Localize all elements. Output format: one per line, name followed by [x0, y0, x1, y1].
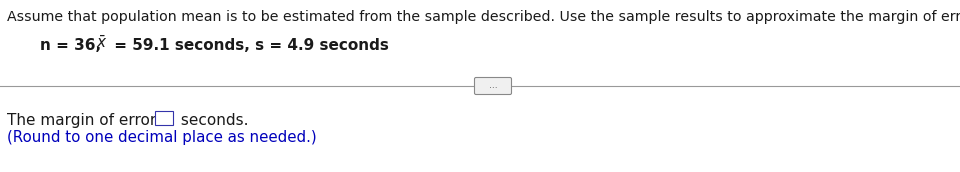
Text: Assume that population mean is to be estimated from the sample described. Use th: Assume that population mean is to be est… [7, 10, 960, 24]
Text: n = 36,: n = 36, [40, 38, 107, 53]
Text: (Round to one decimal place as needed.): (Round to one decimal place as needed.) [7, 130, 317, 145]
Text: = 59.1 seconds, s = 4.9 seconds: = 59.1 seconds, s = 4.9 seconds [109, 38, 389, 53]
Text: ...: ... [489, 82, 497, 90]
FancyBboxPatch shape [155, 111, 173, 125]
FancyBboxPatch shape [474, 78, 512, 94]
Text: $\bar{x}$: $\bar{x}$ [96, 35, 108, 51]
Text: The margin of error is: The margin of error is [7, 113, 179, 128]
Text: seconds.: seconds. [176, 113, 249, 128]
